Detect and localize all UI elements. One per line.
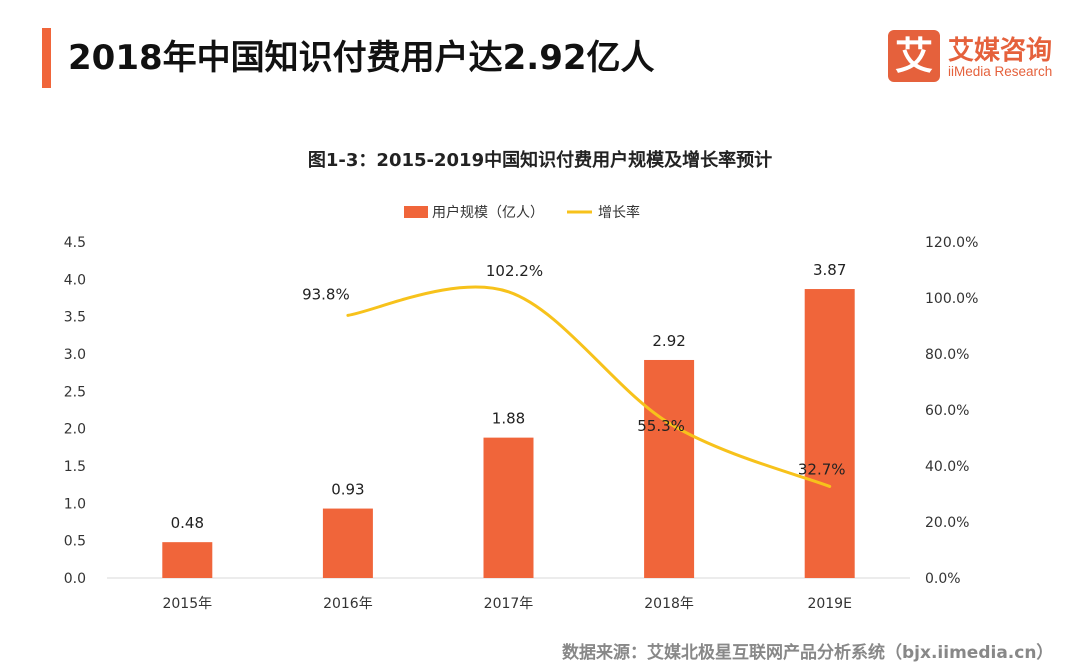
bar-value-label: 2.92 — [652, 332, 685, 350]
bar — [804, 289, 855, 578]
legend-bar-swatch — [404, 206, 428, 218]
x-tick-label: 2016年 — [323, 596, 373, 612]
y-right-tick-label: 40.0% — [925, 459, 969, 475]
y-left-tick-label: 4.0 — [64, 272, 86, 288]
y-left-tick-label: 0.0 — [64, 571, 86, 587]
logo-mark-icon: 艾 — [888, 30, 940, 82]
legend-bar-label: 用户规模（亿人） — [432, 204, 544, 221]
x-tick-label: 2015年 — [162, 596, 212, 612]
brand-logo: 艾 艾媒咨询 iiMedia Research — [888, 30, 1068, 82]
y-left-tick-label: 1.5 — [64, 459, 86, 475]
growth-rate-line — [346, 285, 832, 488]
bar — [162, 542, 213, 578]
y-left-tick-label: 3.5 — [64, 310, 86, 326]
y-left-tick-label: 0.5 — [64, 534, 86, 550]
y-left-tick-label: 1.0 — [64, 496, 86, 512]
bar — [483, 437, 534, 578]
logo-subtitle: iiMedia Research — [948, 64, 1053, 79]
title-accent-bar — [42, 28, 51, 88]
y-left-tick-label: 3.0 — [64, 347, 86, 363]
line-value-label: 93.8% — [302, 285, 350, 303]
bar-value-label: 0.48 — [171, 514, 204, 532]
y-left-tick-label: 4.5 — [64, 235, 86, 251]
bar — [644, 359, 695, 578]
bar-value-label: 1.88 — [492, 410, 525, 428]
page-title: 2018年中国知识付费用户达2.92亿人 — [68, 38, 655, 78]
chart-title: 图1-3：2015-2019中国知识付费用户规模及增长率预计 — [307, 150, 773, 171]
x-tick-label: 2018年 — [644, 596, 694, 612]
line-value-label: 102.2% — [486, 262, 543, 280]
y-left-tick-label: 2.5 — [64, 384, 86, 400]
y-right-tick-label: 80.0% — [925, 347, 969, 363]
line-value-label: 32.7% — [798, 460, 846, 478]
bar — [322, 508, 373, 578]
y-right-tick-label: 0.0% — [925, 571, 961, 587]
y-left-tick-label: 2.0 — [64, 422, 86, 438]
logo-name: 艾媒咨询 — [948, 36, 1053, 66]
bar-value-label: 0.93 — [331, 481, 364, 499]
legend-line-label: 增长率 — [598, 204, 640, 221]
bar-value-label: 3.87 — [813, 261, 846, 279]
y-right-tick-label: 20.0% — [925, 515, 969, 531]
x-tick-label: 2019E — [807, 596, 851, 612]
y-right-tick-label: 120.0% — [925, 235, 978, 251]
data-source: 数据来源：艾媒北极星互联网产品分析系统（bjx.iimedia.cn） — [562, 643, 1054, 663]
x-tick-label: 2017年 — [484, 596, 534, 612]
line-value-label: 55.3% — [637, 417, 685, 435]
y-right-tick-label: 100.0% — [925, 291, 978, 307]
y-right-tick-label: 60.0% — [925, 403, 969, 419]
